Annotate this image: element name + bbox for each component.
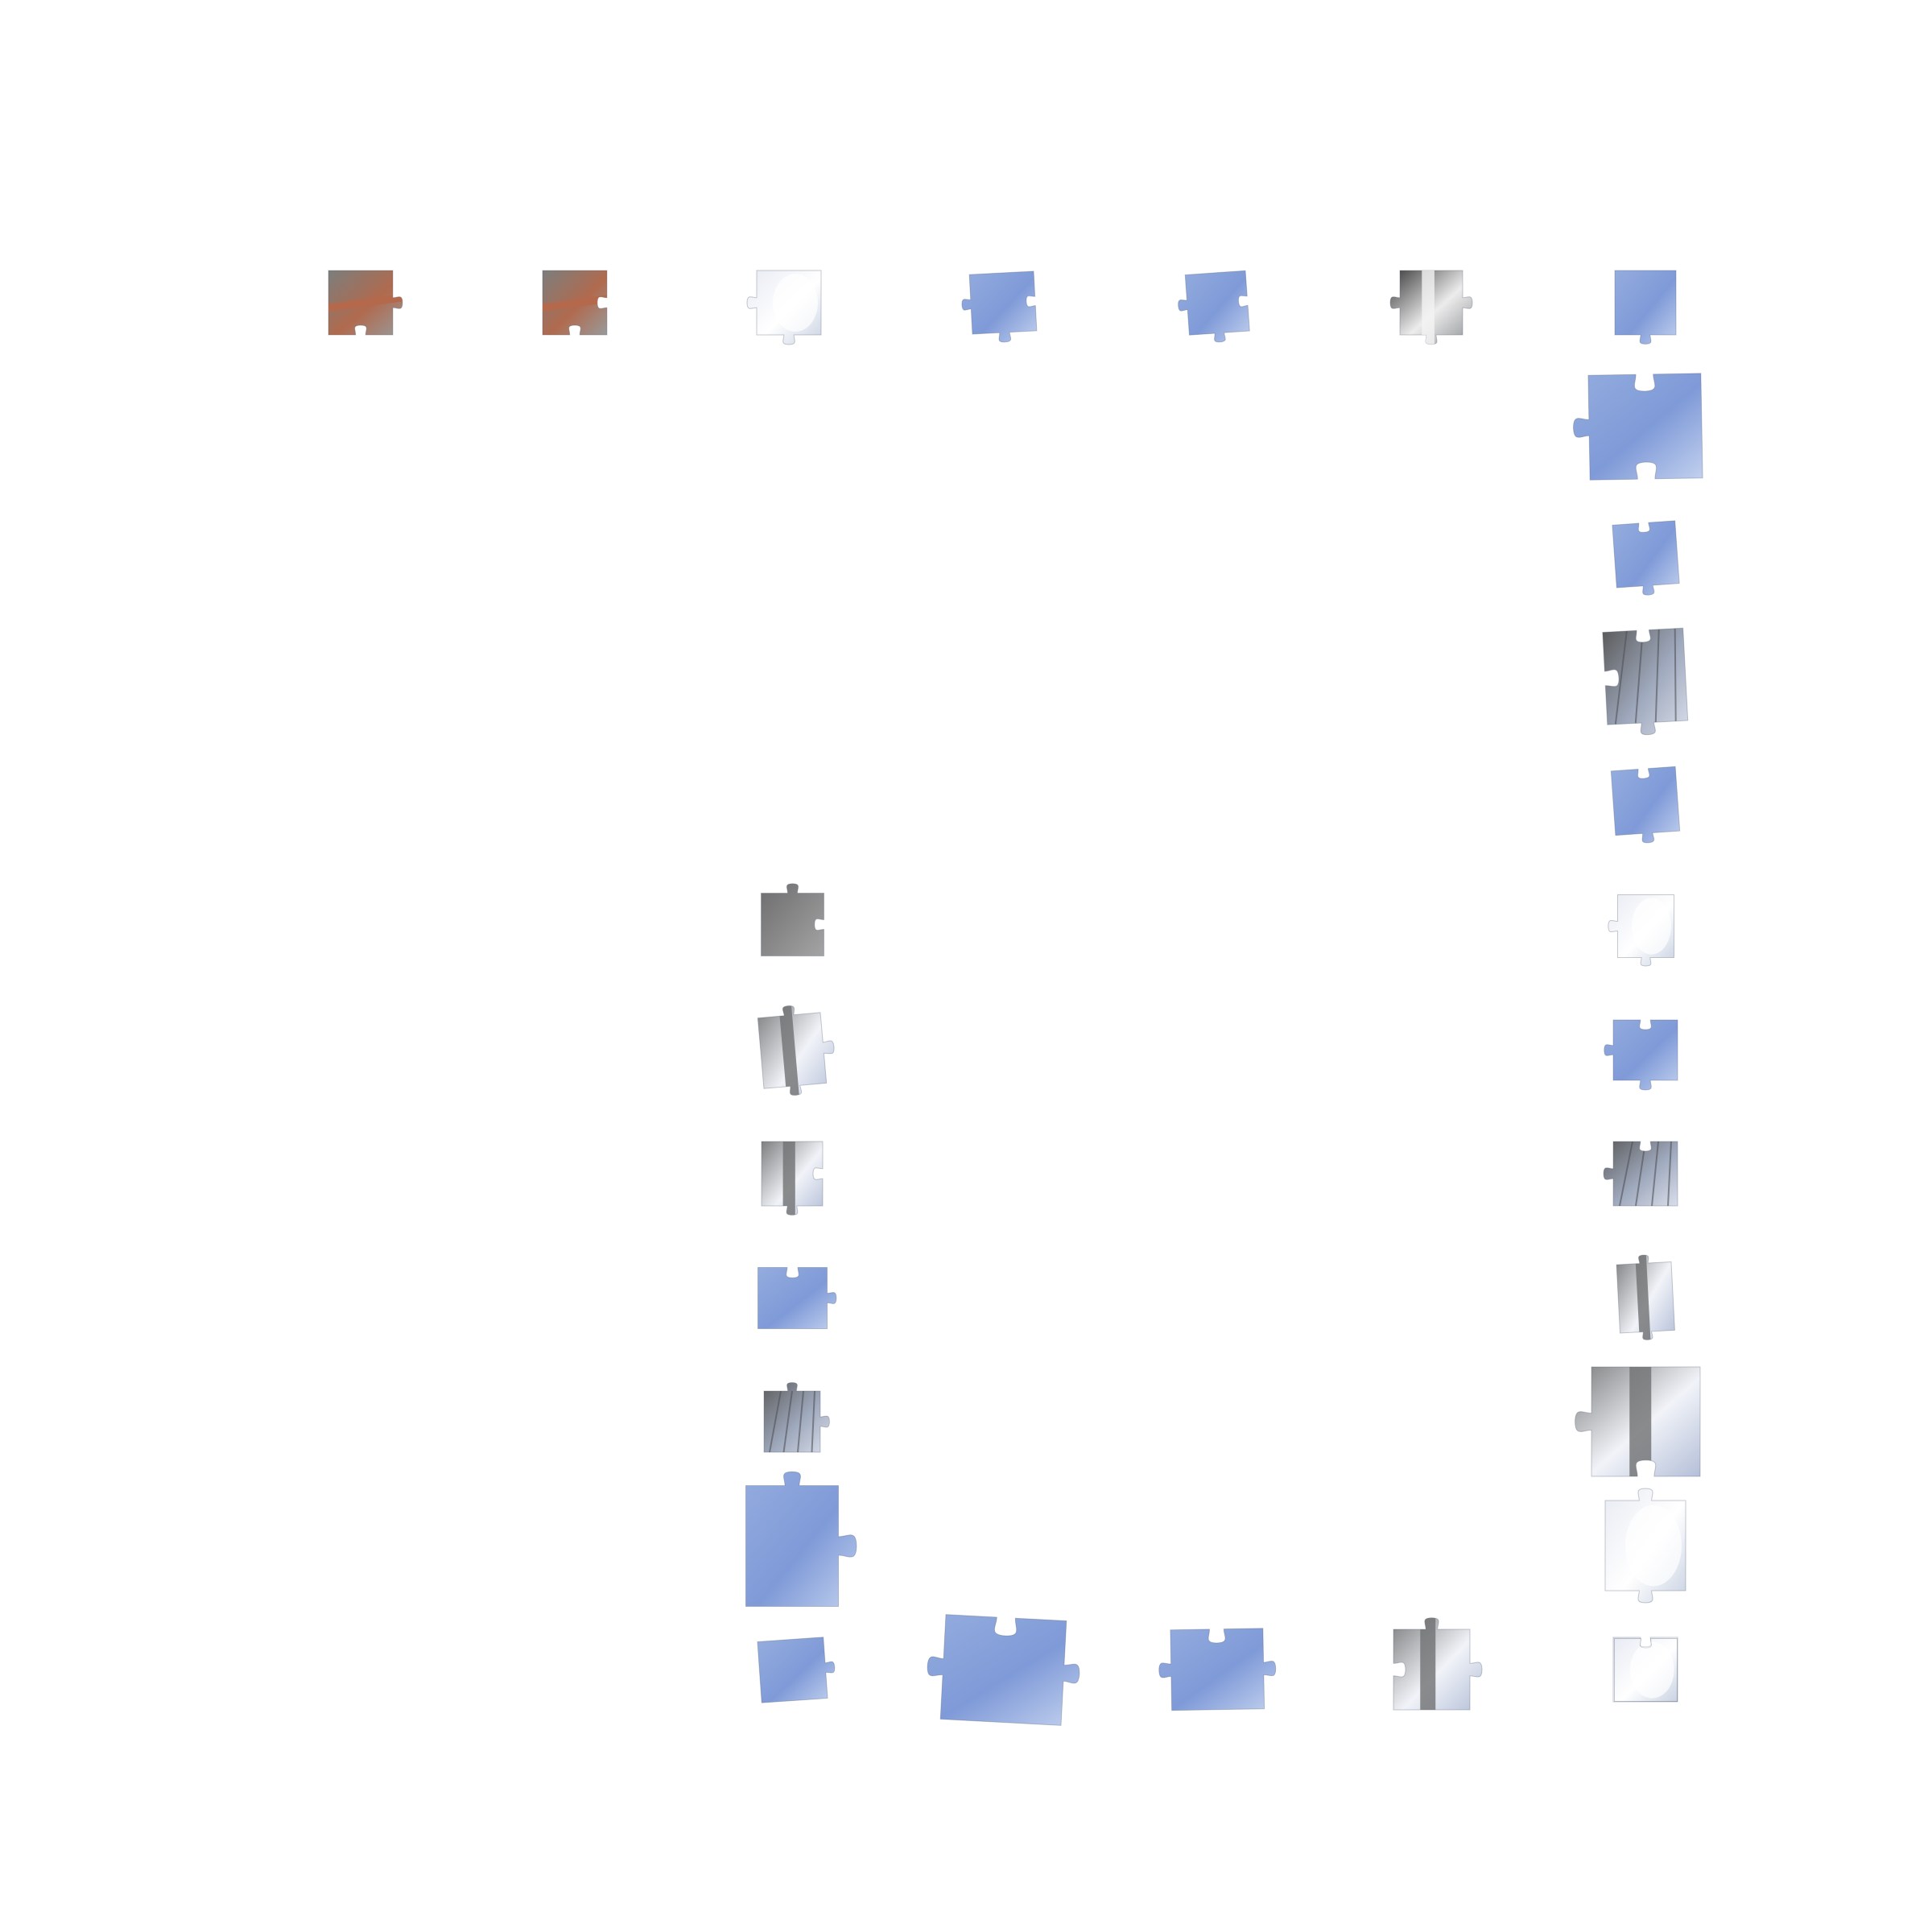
puzzle-piece-shape (761, 1141, 824, 1216)
piece-right-8[interactable] (1598, 1244, 1692, 1351)
piece-bottom-5[interactable] (1599, 1623, 1693, 1717)
puzzle-piece-shape (760, 882, 824, 956)
piece-top-7[interactable] (1599, 254, 1692, 351)
piece-bottom-4[interactable] (1373, 1609, 1490, 1730)
piece-right-6[interactable] (1597, 1004, 1694, 1096)
puzzle-piece-shape (763, 1381, 830, 1453)
piece-left-5[interactable] (749, 1376, 836, 1468)
puzzle-piece-shape (757, 1001, 835, 1098)
piece-left-6[interactable] (716, 1455, 869, 1637)
piece-top-6[interactable] (1384, 254, 1479, 351)
piece-left-1[interactable] (745, 877, 840, 972)
puzzle-piece-shape (746, 270, 822, 345)
piece-right-9[interactable] (1564, 1340, 1728, 1504)
puzzle-piece-shape (1604, 1488, 1686, 1604)
piece-bottom-2[interactable] (908, 1583, 1097, 1757)
puzzle-piece-shape (1177, 270, 1250, 343)
piece-top-1[interactable] (312, 254, 409, 351)
puzzle-piece-shape (961, 270, 1038, 343)
piece-top-5[interactable] (1169, 254, 1265, 351)
puzzle-piece-shape (927, 1613, 1080, 1726)
puzzle-piece-shape (1573, 373, 1703, 481)
puzzle-piece-shape (1604, 1019, 1678, 1091)
piece-left-3[interactable] (745, 1125, 839, 1222)
puzzle-piece-shape (1602, 627, 1689, 735)
piece-right-2[interactable] (1596, 504, 1696, 605)
puzzle-piece-shape (1393, 1617, 1483, 1711)
puzzle-piece-shape (542, 270, 608, 336)
piece-right-3[interactable] (1579, 604, 1712, 749)
piece-right-7[interactable] (1597, 1125, 1694, 1222)
piece-bottom-1[interactable] (740, 1619, 845, 1719)
puzzle-piece-shape (1616, 1253, 1675, 1342)
piece-right-5[interactable] (1602, 879, 1690, 973)
puzzle-piece-shape (1613, 1637, 1678, 1702)
puzzle-piece-shape (756, 1636, 835, 1703)
piece-right-4[interactable] (1594, 749, 1697, 852)
piece-top-4[interactable] (952, 254, 1054, 351)
piece-left-2[interactable] (738, 993, 845, 1108)
piece-top-2[interactable] (526, 254, 623, 351)
puzzle-piece-shape (745, 1471, 857, 1607)
puzzle-piece-shape (1158, 1628, 1276, 1711)
piece-left-4[interactable] (741, 1250, 844, 1346)
puzzle-piece-shape (1389, 270, 1473, 345)
piece-top-3[interactable] (741, 254, 837, 351)
puzzle-piece-shape (1611, 519, 1680, 596)
piece-right-10[interactable] (1583, 1478, 1708, 1613)
puzzle-piece-shape (328, 270, 403, 336)
piece-right-1[interactable] (1559, 345, 1731, 509)
puzzle-piece-shape (1574, 1366, 1700, 1477)
puzzle-piece-shape (757, 1266, 836, 1329)
puzzle-piece-shape (1607, 894, 1674, 967)
puzzle-piece-shape (1610, 766, 1681, 844)
puzzle-piece-shape (1603, 1141, 1678, 1207)
piece-bottom-3[interactable] (1146, 1605, 1287, 1734)
puzzle-piece-shape (1614, 270, 1677, 345)
